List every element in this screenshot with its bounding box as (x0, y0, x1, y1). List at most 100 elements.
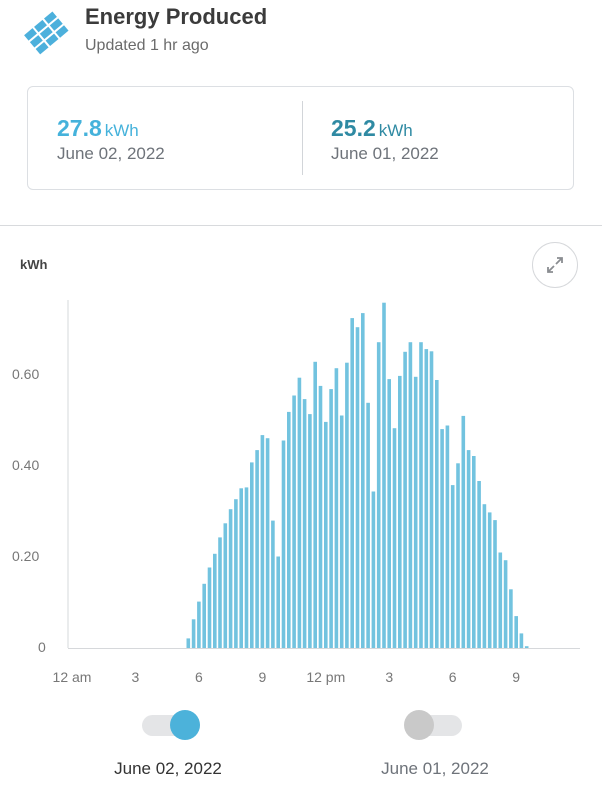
yesterday-value: 25.2 (331, 115, 376, 141)
page-title: Energy Produced (85, 4, 268, 29)
chart-bar (324, 421, 328, 648)
y-tick-label: 0.20 (12, 548, 40, 564)
chart-bar (519, 633, 524, 648)
chart-bar (355, 327, 360, 648)
chart-bar (228, 509, 233, 648)
chart-bar (435, 380, 439, 648)
chart-bar (281, 440, 286, 648)
toggle-knob (170, 710, 200, 740)
y-tick-label: 0 (38, 639, 46, 655)
chart-bar (223, 523, 228, 648)
chart-bar (477, 481, 481, 648)
summary-card: 27.8 kWh June 02, 2022 25.2 kWh June 01, 2… (27, 86, 574, 190)
chart-bar (392, 428, 397, 648)
chart-bar (287, 411, 291, 648)
chart-bar (313, 361, 317, 648)
chart-bar (244, 487, 249, 648)
solar-panel-icon (22, 10, 72, 56)
y-tick-label: 0.40 (12, 457, 40, 473)
expand-icon (547, 257, 563, 273)
chart-bar (424, 349, 429, 648)
section-divider (0, 225, 602, 226)
x-tick-label: 6 (194, 669, 203, 685)
chart-bar (419, 342, 423, 648)
chart-bar (207, 567, 212, 648)
chart-bar (191, 619, 196, 648)
chart-bar (302, 399, 307, 648)
chart-bar (461, 415, 466, 648)
chart-bar (382, 302, 386, 648)
chart-bar (297, 377, 302, 648)
chart-bar (345, 362, 349, 648)
chart-bar (456, 463, 460, 648)
expand-button[interactable] (532, 242, 578, 288)
today-date: June 02, 2022 (57, 144, 165, 163)
updated-status: Updated 1 hr ago (85, 37, 209, 54)
chart-bar (387, 379, 391, 648)
summary-yesterday: 25.2 kWh June 01, 2022 (331, 115, 439, 164)
chart-bar (408, 342, 413, 648)
chart-bar (398, 375, 402, 648)
chart-bar (202, 583, 206, 648)
chart-bar (239, 488, 243, 648)
today-unit: kWh (104, 121, 139, 140)
chart-bar (339, 415, 344, 648)
yesterday-date: June 01, 2022 (331, 144, 439, 163)
chart-bar (265, 438, 270, 648)
chart-bar (509, 589, 513, 648)
chart-bar (445, 425, 450, 648)
x-tick-label: 3 (131, 669, 140, 685)
energy-bar-chart (67, 300, 580, 649)
chart-bar (472, 456, 476, 648)
x-tick-label: 12 pm (306, 669, 346, 685)
chart-bar (197, 601, 201, 648)
chart-bar (366, 402, 370, 648)
chart-bar (371, 491, 376, 648)
toggle-label-june-02: June 02, 2022 (114, 759, 222, 778)
chart-bar (255, 450, 259, 648)
toggle-label-june-01: June 01, 2022 (381, 759, 489, 778)
x-tick-label: 9 (258, 669, 267, 685)
summary-today: 27.8 kWh June 02, 2022 (57, 115, 165, 164)
chart-bar (429, 351, 434, 648)
chart-bar (234, 499, 238, 648)
toggle-knob (404, 710, 434, 740)
chart-bar (498, 552, 503, 648)
chart-bar (466, 450, 471, 648)
yesterday-unit: kWh (378, 121, 413, 140)
x-tick-label: 12 am (52, 669, 92, 685)
x-tick-label: 6 (448, 669, 457, 685)
chart-bar (218, 537, 222, 648)
toggle-june-01[interactable] (404, 710, 464, 742)
chart-bar (361, 313, 365, 648)
chart-bar (524, 646, 529, 648)
chart-bar (413, 376, 418, 648)
chart-bar (350, 318, 354, 648)
chart-bar (308, 414, 312, 648)
chart-bar (271, 520, 275, 648)
chart-bar (186, 638, 191, 648)
y-tick-label: 0.60 (12, 366, 40, 382)
chart-bar (403, 351, 407, 648)
chart-bar (276, 556, 280, 648)
chart-bar (493, 520, 497, 648)
chart-bar (440, 429, 444, 648)
card-divider (302, 101, 303, 175)
chart-bar (260, 435, 265, 648)
x-tick-label: 3 (385, 669, 394, 685)
chart-bar (250, 462, 254, 648)
y-axis-unit: kWh (20, 257, 48, 272)
chart-bar (329, 389, 333, 648)
chart-bar (292, 395, 296, 648)
today-value: 27.8 (57, 115, 102, 141)
chart-bar (334, 368, 339, 648)
toggle-june-02[interactable] (142, 710, 202, 742)
x-tick-label: 9 (512, 669, 521, 685)
chart-bar (376, 342, 381, 648)
chart-bar (514, 616, 518, 648)
chart-bar (213, 553, 217, 648)
chart-bar (503, 560, 508, 648)
chart-bar (487, 512, 492, 648)
chart-bar (482, 504, 487, 648)
chart-bar (318, 385, 323, 648)
